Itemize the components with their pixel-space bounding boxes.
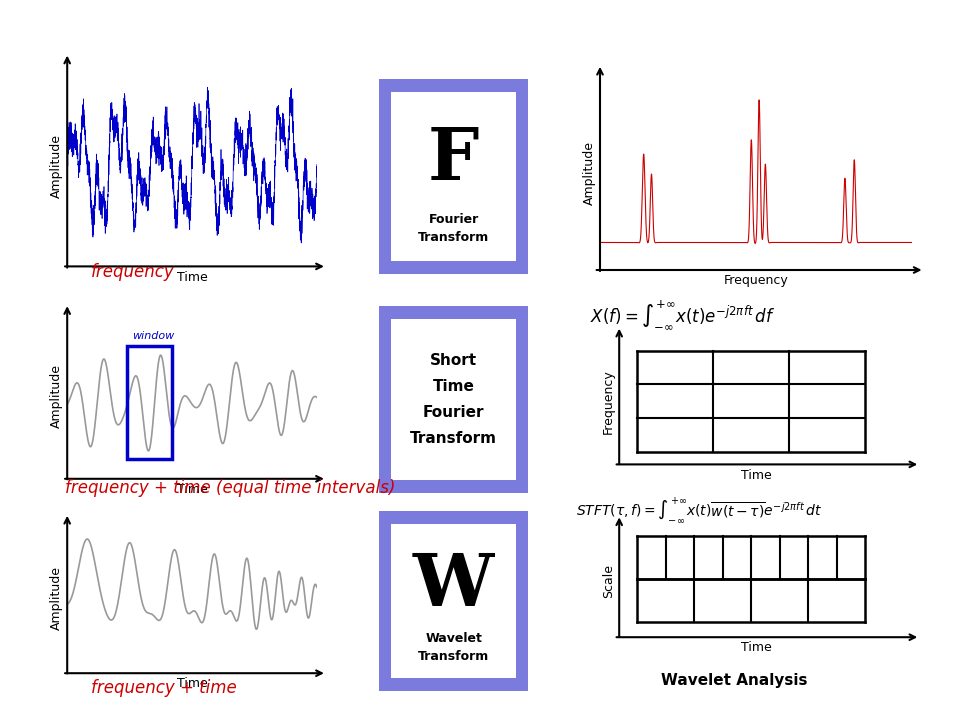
Text: Wavelet Analysis: Wavelet Analysis	[661, 673, 807, 688]
Text: W: W	[413, 550, 494, 621]
Y-axis label: Frequency: Frequency	[602, 369, 615, 433]
Text: window: window	[132, 330, 175, 341]
Text: frequency + time (equal time intervals): frequency + time (equal time intervals)	[65, 480, 396, 498]
Text: frequency: frequency	[91, 264, 175, 282]
X-axis label: Time: Time	[177, 271, 207, 284]
Y-axis label: Amplitude: Amplitude	[583, 141, 596, 204]
Y-axis label: Amplitude: Amplitude	[50, 364, 63, 428]
Y-axis label: Amplitude: Amplitude	[50, 134, 63, 197]
X-axis label: Time: Time	[177, 678, 207, 690]
Y-axis label: Amplitude: Amplitude	[50, 566, 63, 629]
X-axis label: Time: Time	[740, 642, 772, 654]
Text: Wavelet
Transform: Wavelet Transform	[418, 632, 490, 663]
X-axis label: Time: Time	[177, 483, 207, 496]
Text: F: F	[428, 124, 479, 195]
Text: Short
Time
Fourier
Transform: Short Time Fourier Transform	[410, 354, 497, 446]
X-axis label: Frequency: Frequency	[724, 274, 788, 287]
Text: frequency + time: frequency + time	[91, 679, 237, 697]
Text: $STFT(\tau, f) = \int_{-\infty}^{+\infty} x(t)\overline{w(t-\tau)}e^{-j2\pi ft}\: $STFT(\tau, f) = \int_{-\infty}^{+\infty…	[576, 495, 823, 525]
Y-axis label: Scale: Scale	[602, 564, 615, 598]
X-axis label: Time: Time	[740, 469, 772, 482]
Bar	[127, 346, 172, 459]
Text: Fourier
Transform: Fourier Transform	[418, 213, 490, 244]
Text: $X(f) = \int_{-\infty}^{+\infty} x(t)e^{-j2\pi ft}\, df$: $X(f) = \int_{-\infty}^{+\infty} x(t)e^{…	[590, 297, 776, 330]
